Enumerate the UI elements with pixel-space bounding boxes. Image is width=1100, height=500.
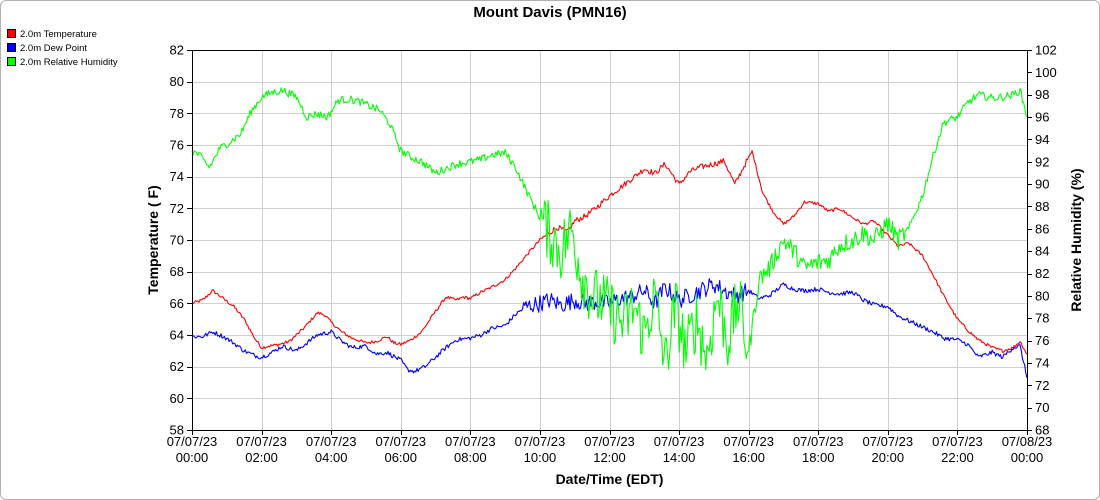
series-layer [191, 87, 1028, 378]
x-tick-label-time: 20:00 [872, 450, 905, 465]
right-axis: 68 70 72 74 76 78 80 82 84 86 88 90 92 94 96 98 100 102 [1027, 43, 1057, 438]
y-tick-label-right: 94 [1035, 132, 1049, 147]
x-tick-label-date: 07/07/23 [863, 434, 914, 449]
x-tick-label-time: 06:00 [384, 450, 417, 465]
x-tick-label-date: 07/07/23 [793, 434, 844, 449]
y-tick-label-right: 86 [1035, 221, 1049, 236]
y-tick-label-left: 66 [170, 296, 184, 311]
legend-label-temperature: 2.0m Temperature [20, 29, 97, 40]
y-tick-label-left: 78 [170, 106, 184, 121]
y-tick-label-right: 68 [1035, 423, 1049, 438]
x-tick-label-time: 08:00 [454, 450, 487, 465]
x-tick-label-time: 12:00 [593, 450, 626, 465]
legend-swatch-relative-humidity [7, 56, 16, 66]
y-tick-label-right: 74 [1035, 355, 1049, 370]
legend-item-temperature: 2.0m Temperature [7, 28, 118, 42]
legend-swatch-temperature [7, 28, 16, 38]
chart-title: Mount Davis (PMN16) [473, 4, 627, 21]
x-tick-label-time: 14:00 [663, 450, 696, 465]
y-axis-label-left: Temperature ( F) [145, 185, 161, 294]
legend: 2.0m Temperature 2.0m Dew Point 2.0m Rel… [7, 28, 118, 70]
y-tick-label-left: 68 [170, 264, 184, 279]
y-tick-label-left: 64 [170, 328, 184, 343]
y-tick-label-left: 72 [170, 201, 184, 216]
y-tick-label-left: 70 [170, 233, 184, 248]
legend-item-relative-humidity: 2.0m Relative Humidity [7, 56, 118, 70]
y-tick-label-right: 78 [1035, 311, 1049, 326]
y-tick-label-right: 70 [1035, 400, 1049, 415]
y-tick-label-left: 62 [170, 359, 184, 374]
y-tick-label-right: 76 [1035, 333, 1049, 348]
y-tick-label-right: 102 [1035, 43, 1057, 58]
x-tick-label-date: 07/07/23 [723, 434, 774, 449]
y-tick-label-right: 98 [1035, 87, 1049, 102]
x-tick-label-date: 07/07/23 [445, 434, 496, 449]
y-tick-label-left: 74 [170, 169, 184, 184]
x-tick-label-date: 07/07/23 [236, 434, 287, 449]
x-tick-label-date: 07/08/23 [1002, 434, 1053, 449]
x-tick-label-time: 00:00 [1011, 450, 1044, 465]
y-tick-label-right: 96 [1035, 110, 1049, 125]
y-tick-label-right: 82 [1035, 266, 1049, 281]
x-tick-label-time: 22:00 [941, 450, 974, 465]
y-tick-label-left: 76 [170, 138, 184, 153]
y-tick-label-right: 92 [1035, 154, 1049, 169]
legend-swatch-dew-point [7, 42, 16, 52]
x-tick-label-date: 07/07/23 [167, 434, 218, 449]
x-tick-label-time: 16:00 [732, 450, 765, 465]
series-temperature [191, 150, 1028, 355]
y-tick-label-right: 72 [1035, 378, 1049, 393]
y-tick-label-left: 60 [170, 391, 184, 406]
x-tick-label-date: 07/07/23 [932, 434, 983, 449]
x-axis-label: Date/Time (EDT) [556, 471, 664, 487]
x-axis: 07/07/2300:0007/07/2302:0007/07/2304:000… [167, 430, 1053, 465]
left-axis: 58 60 62 64 66 68 70 72 74 76 78 80 82 [170, 43, 192, 438]
y-tick-label-right: 100 [1035, 65, 1057, 80]
x-tick-label-date: 07/07/23 [375, 434, 426, 449]
x-tick-label-time: 04:00 [315, 450, 348, 465]
x-tick-label-date: 07/07/23 [515, 434, 566, 449]
legend-label-dew-point: 2.0m Dew Point [20, 43, 88, 54]
x-tick-label-time: 00:00 [176, 450, 209, 465]
y-tick-label-right: 80 [1035, 288, 1049, 303]
y-tick-label-right: 88 [1035, 199, 1049, 214]
x-tick-label-time: 02:00 [245, 450, 278, 465]
y-tick-label-left: 80 [170, 74, 184, 89]
legend-label-relative-humidity: 2.0m Relative Humidity [20, 57, 118, 68]
y-tick-label-right: 90 [1035, 177, 1049, 192]
x-tick-label-date: 07/07/23 [584, 434, 635, 449]
x-tick-label-time: 10:00 [524, 450, 557, 465]
x-tick-label-date: 07/07/23 [654, 434, 705, 449]
x-tick-label-time: 18:00 [802, 450, 835, 465]
x-tick-label-date: 07/07/23 [306, 434, 357, 449]
y-axis-label-right: Relative Humidity (%) [1068, 168, 1084, 311]
legend-item-dew-point: 2.0m Dew Point [7, 42, 118, 56]
y-tick-label-left: 58 [170, 423, 184, 438]
series-relative-humidity [191, 87, 1028, 371]
y-tick-label-right: 84 [1035, 244, 1049, 259]
y-tick-label-left: 82 [170, 43, 184, 58]
